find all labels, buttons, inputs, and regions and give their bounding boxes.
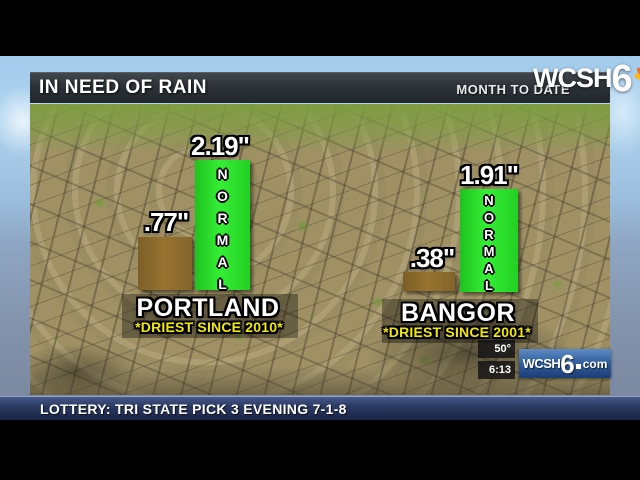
letterbox-top bbox=[0, 0, 640, 56]
station-channel-number: 6 bbox=[611, 58, 633, 100]
label-shadow-band bbox=[122, 294, 298, 338]
label-shadow-band bbox=[382, 299, 538, 343]
headline-title: IN NEED OF RAIN bbox=[39, 77, 207, 98]
portland-actual-value: .77" bbox=[143, 207, 189, 237]
lottery-ticker-bar: LOTTERY: TRI STATE PICK 3 EVENING 7-1-8 bbox=[0, 396, 640, 420]
headline-bar: IN NEED OF RAIN MONTH TO DATE bbox=[30, 72, 610, 103]
bangor-actual-bar bbox=[403, 272, 455, 291]
portland-normal-value: 2.19" bbox=[191, 131, 250, 161]
bug-channel-number: 6 bbox=[560, 349, 575, 379]
period-label: MONTH TO DATE bbox=[456, 82, 570, 97]
bangor-driest-note: *DRIEST SINCE 2001* bbox=[383, 324, 531, 340]
bangor-city-label: BANGOR bbox=[400, 299, 516, 327]
bug-domain-suffix: com bbox=[582, 357, 608, 371]
portland-driest-note: *DRIEST SINCE 2010* bbox=[135, 319, 283, 335]
normal-bar-label: NORMAL bbox=[481, 193, 497, 295]
bangor-normal-bar: NORMAL bbox=[460, 189, 518, 295]
portland-normal-bar: NORMAL bbox=[195, 160, 250, 298]
normal-bar-label: NORMAL bbox=[214, 166, 231, 298]
station-web-bug: WCSH 6 com bbox=[519, 349, 611, 378]
letterbox-bottom bbox=[0, 420, 640, 480]
station-call-letters: WCSH bbox=[533, 63, 612, 93]
portland-actual-bar bbox=[138, 237, 192, 290]
bangor-actual-value: .38" bbox=[409, 243, 455, 273]
bug-dot-separator bbox=[575, 364, 581, 369]
clock-readout: 6:13 bbox=[478, 361, 515, 379]
lottery-ticker-text: LOTTERY: TRI STATE PICK 3 EVENING 7-1-8 bbox=[40, 401, 347, 417]
temperature-readout: 50° bbox=[478, 340, 515, 358]
bangor-normal-value: 1.91" bbox=[460, 160, 519, 190]
nbc-peacock-icon bbox=[632, 62, 640, 94]
conditions-box: 50° 6:13 bbox=[478, 340, 515, 382]
portland-city-label: PORTLAND bbox=[136, 294, 280, 322]
bug-call-letters: WCSH bbox=[522, 356, 561, 371]
station-watermark: WCSH 6 bbox=[533, 58, 640, 100]
